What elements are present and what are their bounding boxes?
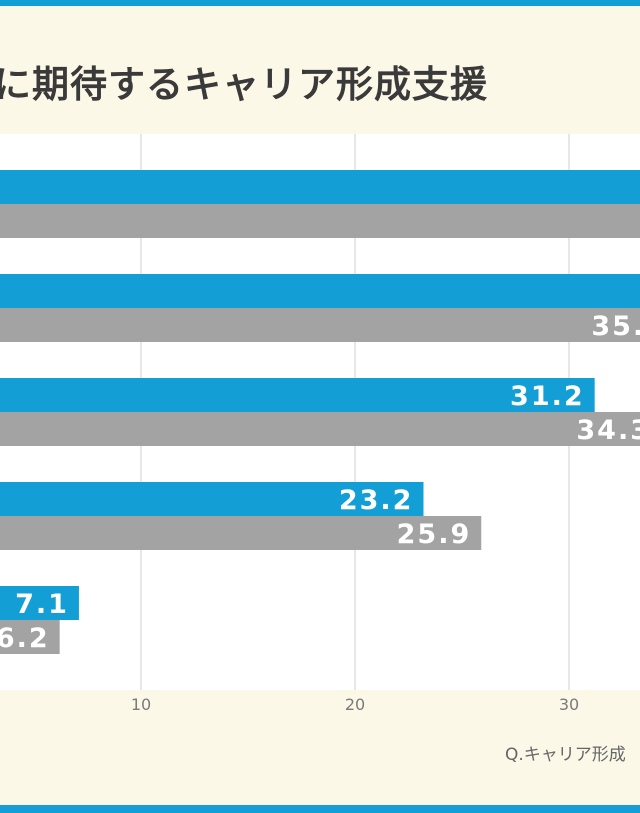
bar-item5-series-1 [0, 586, 79, 620]
bar-item5-series-2 [0, 620, 60, 654]
bar-item2-series-2 [0, 308, 640, 342]
title-band: に期待するキャリア形成支援 [0, 6, 640, 134]
x-tick-label-30: 30 [558, 695, 580, 714]
plot-area: 35.0 31.234.3 23.225.9 7.16.2 [0, 134, 640, 690]
bar-item4-series-1 [0, 482, 424, 516]
x-tick-label-20: 20 [344, 695, 366, 714]
data-label-item5-series-2: 6.2 [0, 623, 50, 654]
data-label-item2-series-2: 35.0 [591, 311, 640, 342]
bar-chart: 35.0 31.234.3 23.225.9 7.16.2 [0, 134, 640, 690]
data-label-item3-series-2: 34.3 [576, 415, 640, 446]
chart-title: に期待するキャリア形成支援 [0, 63, 488, 106]
bar-item3-series-2 [0, 412, 640, 446]
data-label-item3-series-1: 31.2 [510, 381, 585, 412]
top-accent-bar [0, 0, 640, 6]
data-label-item5-series-1: 7.1 [15, 589, 69, 620]
x-tick-label-10: 10 [130, 695, 152, 714]
bar-item4-series-2 [0, 516, 482, 550]
data-label-item4-series-2: 25.9 [397, 519, 472, 550]
bar-item3-series-1 [0, 378, 595, 412]
bar-item2-series-1 [0, 274, 640, 308]
bar-item1-series-2 [0, 204, 640, 238]
bottom-accent-bar [0, 805, 640, 813]
source-note: Q.キャリア形成 [505, 745, 626, 765]
bar-item1-series-1 [0, 170, 640, 204]
data-label-item4-series-1: 23.2 [339, 485, 414, 516]
